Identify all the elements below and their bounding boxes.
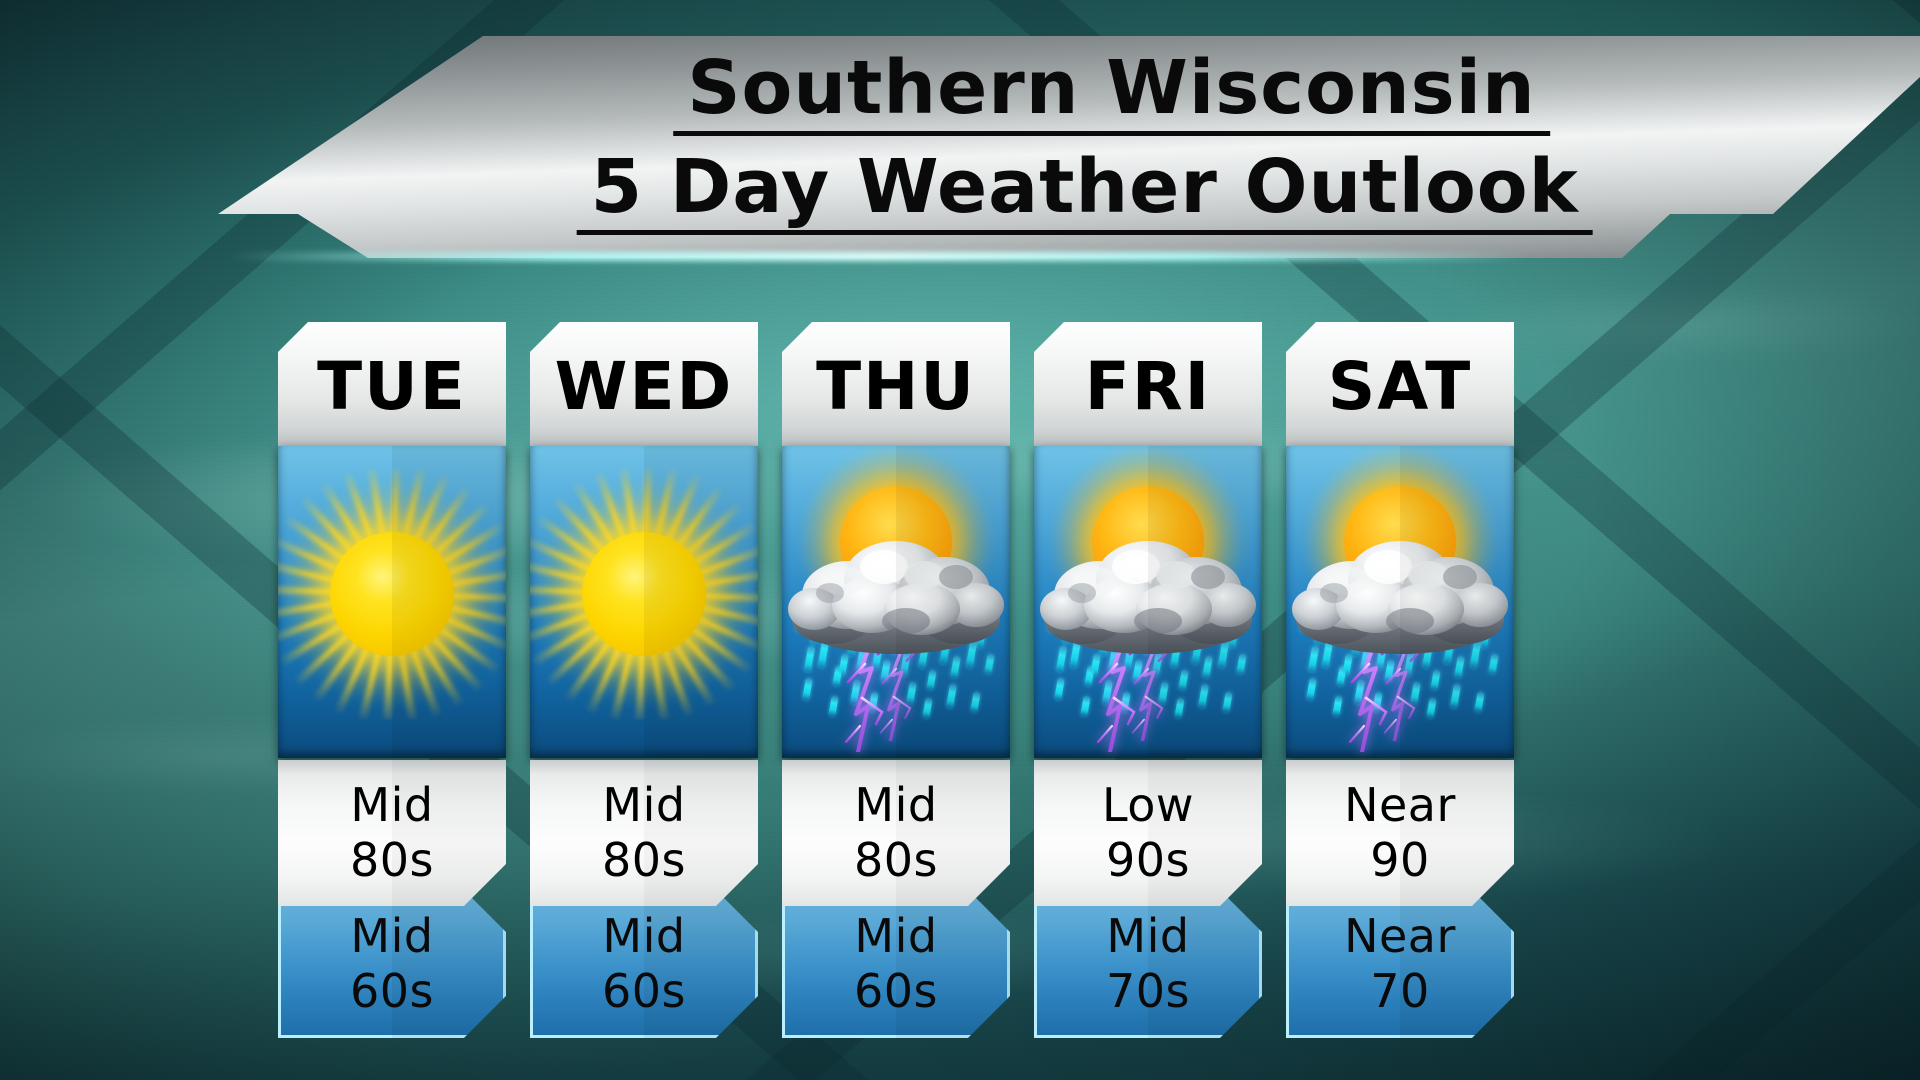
page-title-line-2: 5 Day Weather Outlook [576, 144, 1593, 235]
low-temperature-box-wed: Mid 60s [530, 890, 758, 1038]
rain-drop [1222, 691, 1233, 713]
high-temperature-box-wed: Mid 80s [530, 760, 758, 906]
weather-icon-panel-thu [782, 446, 1010, 758]
storm-cloud [788, 541, 1004, 654]
title-banner-text-group: Southern Wisconsin 5 Day Weather Outlook [456, 42, 1740, 242]
sun-disc [582, 532, 706, 656]
high-temp-line-1: Mid [602, 777, 686, 832]
day-header-tue: TUE [278, 322, 506, 446]
sun-thunderstorm-icon [782, 446, 1010, 758]
rain-drop [1449, 683, 1462, 709]
high-temp-line-2: 80s [854, 833, 938, 887]
day-header-sat: SAT [1286, 322, 1514, 446]
high-temp-line-1: Near [1344, 777, 1456, 832]
low-temperature-box-thu: Mid 60s [782, 890, 1010, 1038]
high-temp-line-2: 90 [1370, 833, 1430, 887]
sun-icon [530, 446, 758, 758]
title-banner: Southern Wisconsin 5 Day Weather Outlook [218, 36, 1920, 258]
forecast-day-card-sat[interactable]: SAT Near 90 Near 70 [1286, 322, 1514, 1062]
high-temp-line-2: 80s [350, 833, 434, 887]
low-temp-line-1: Near [1344, 908, 1456, 963]
high-temp-line-1: Mid [854, 777, 938, 832]
low-temperature-box-sat: Near 70 [1286, 890, 1514, 1038]
day-header-thu: THU [782, 322, 1010, 446]
high-temperature-box-sat: Near 90 [1286, 760, 1514, 906]
low-temp-line-2: 60s [854, 964, 938, 1018]
forecast-day-card-tue[interactable]: TUE Mid 80s Mid 60s [278, 322, 506, 1062]
low-temp-line-2: 70s [1106, 964, 1190, 1018]
high-temperature-box-tue: Mid 80s [278, 760, 506, 906]
rain-drop [945, 683, 958, 709]
day-label: TUE [317, 348, 467, 425]
weather-icon-panel-fri [1034, 446, 1262, 758]
forecast-day-card-fri[interactable]: FRI Low 90s Mid 70s [1034, 322, 1262, 1062]
low-temp-line-1: Mid [1106, 908, 1190, 963]
sun-thunderstorm-icon [1286, 446, 1514, 758]
forecast-day-card-wed[interactable]: WED Mid 80s Mid 60s [530, 322, 758, 1062]
day-label: SAT [1327, 348, 1473, 425]
rain-drop [802, 677, 813, 701]
rain-drop [1306, 677, 1317, 701]
low-temp-line-2: 60s [602, 964, 686, 1018]
weather-icon-panel-tue [278, 446, 506, 758]
weather-icon-panel-sat [1286, 446, 1514, 758]
sun-thunderstorm-icon [1034, 446, 1262, 758]
low-temp-line-1: Mid [854, 908, 938, 963]
day-header-fri: FRI [1034, 322, 1262, 446]
rain-drop [1474, 691, 1485, 713]
day-label: THU [816, 348, 976, 425]
storm-cloud [1292, 541, 1508, 654]
forecast-day-card-thu[interactable]: THU Mid 80s Mid 60s [782, 322, 1010, 1062]
high-temperature-box-fri: Low 90s [1034, 760, 1262, 906]
low-temperature-box-tue: Mid 60s [278, 890, 506, 1038]
low-temp-line-1: Mid [602, 908, 686, 963]
forecast-card-row: TUE Mid 80s Mid 60s WED Mid 80s Mid 60s THU Mid 80s M… [0, 322, 1920, 1062]
low-temp-line-2: 70 [1370, 964, 1430, 1018]
high-temp-line-2: 90s [1106, 833, 1190, 887]
low-temp-line-2: 60s [350, 964, 434, 1018]
high-temp-line-1: Mid [350, 777, 434, 832]
sun-disc [330, 532, 454, 656]
page-title-line-1: Southern Wisconsin [672, 45, 1550, 137]
rain-drop [1197, 683, 1210, 709]
day-label: FRI [1084, 348, 1212, 425]
high-temperature-box-thu: Mid 80s [782, 760, 1010, 906]
high-temp-line-2: 80s [602, 833, 686, 887]
high-temp-line-1: Low [1101, 777, 1195, 832]
rain-drop [1054, 677, 1065, 701]
day-label: WED [554, 348, 734, 425]
day-header-wed: WED [530, 322, 758, 446]
low-temperature-box-fri: Mid 70s [1034, 890, 1262, 1038]
banner-glow-accent [228, 252, 1528, 261]
sun-icon [278, 446, 506, 758]
weather-icon-panel-wed [530, 446, 758, 758]
storm-cloud [1040, 541, 1256, 654]
low-temp-line-1: Mid [350, 908, 434, 963]
rain-drop [970, 691, 981, 713]
